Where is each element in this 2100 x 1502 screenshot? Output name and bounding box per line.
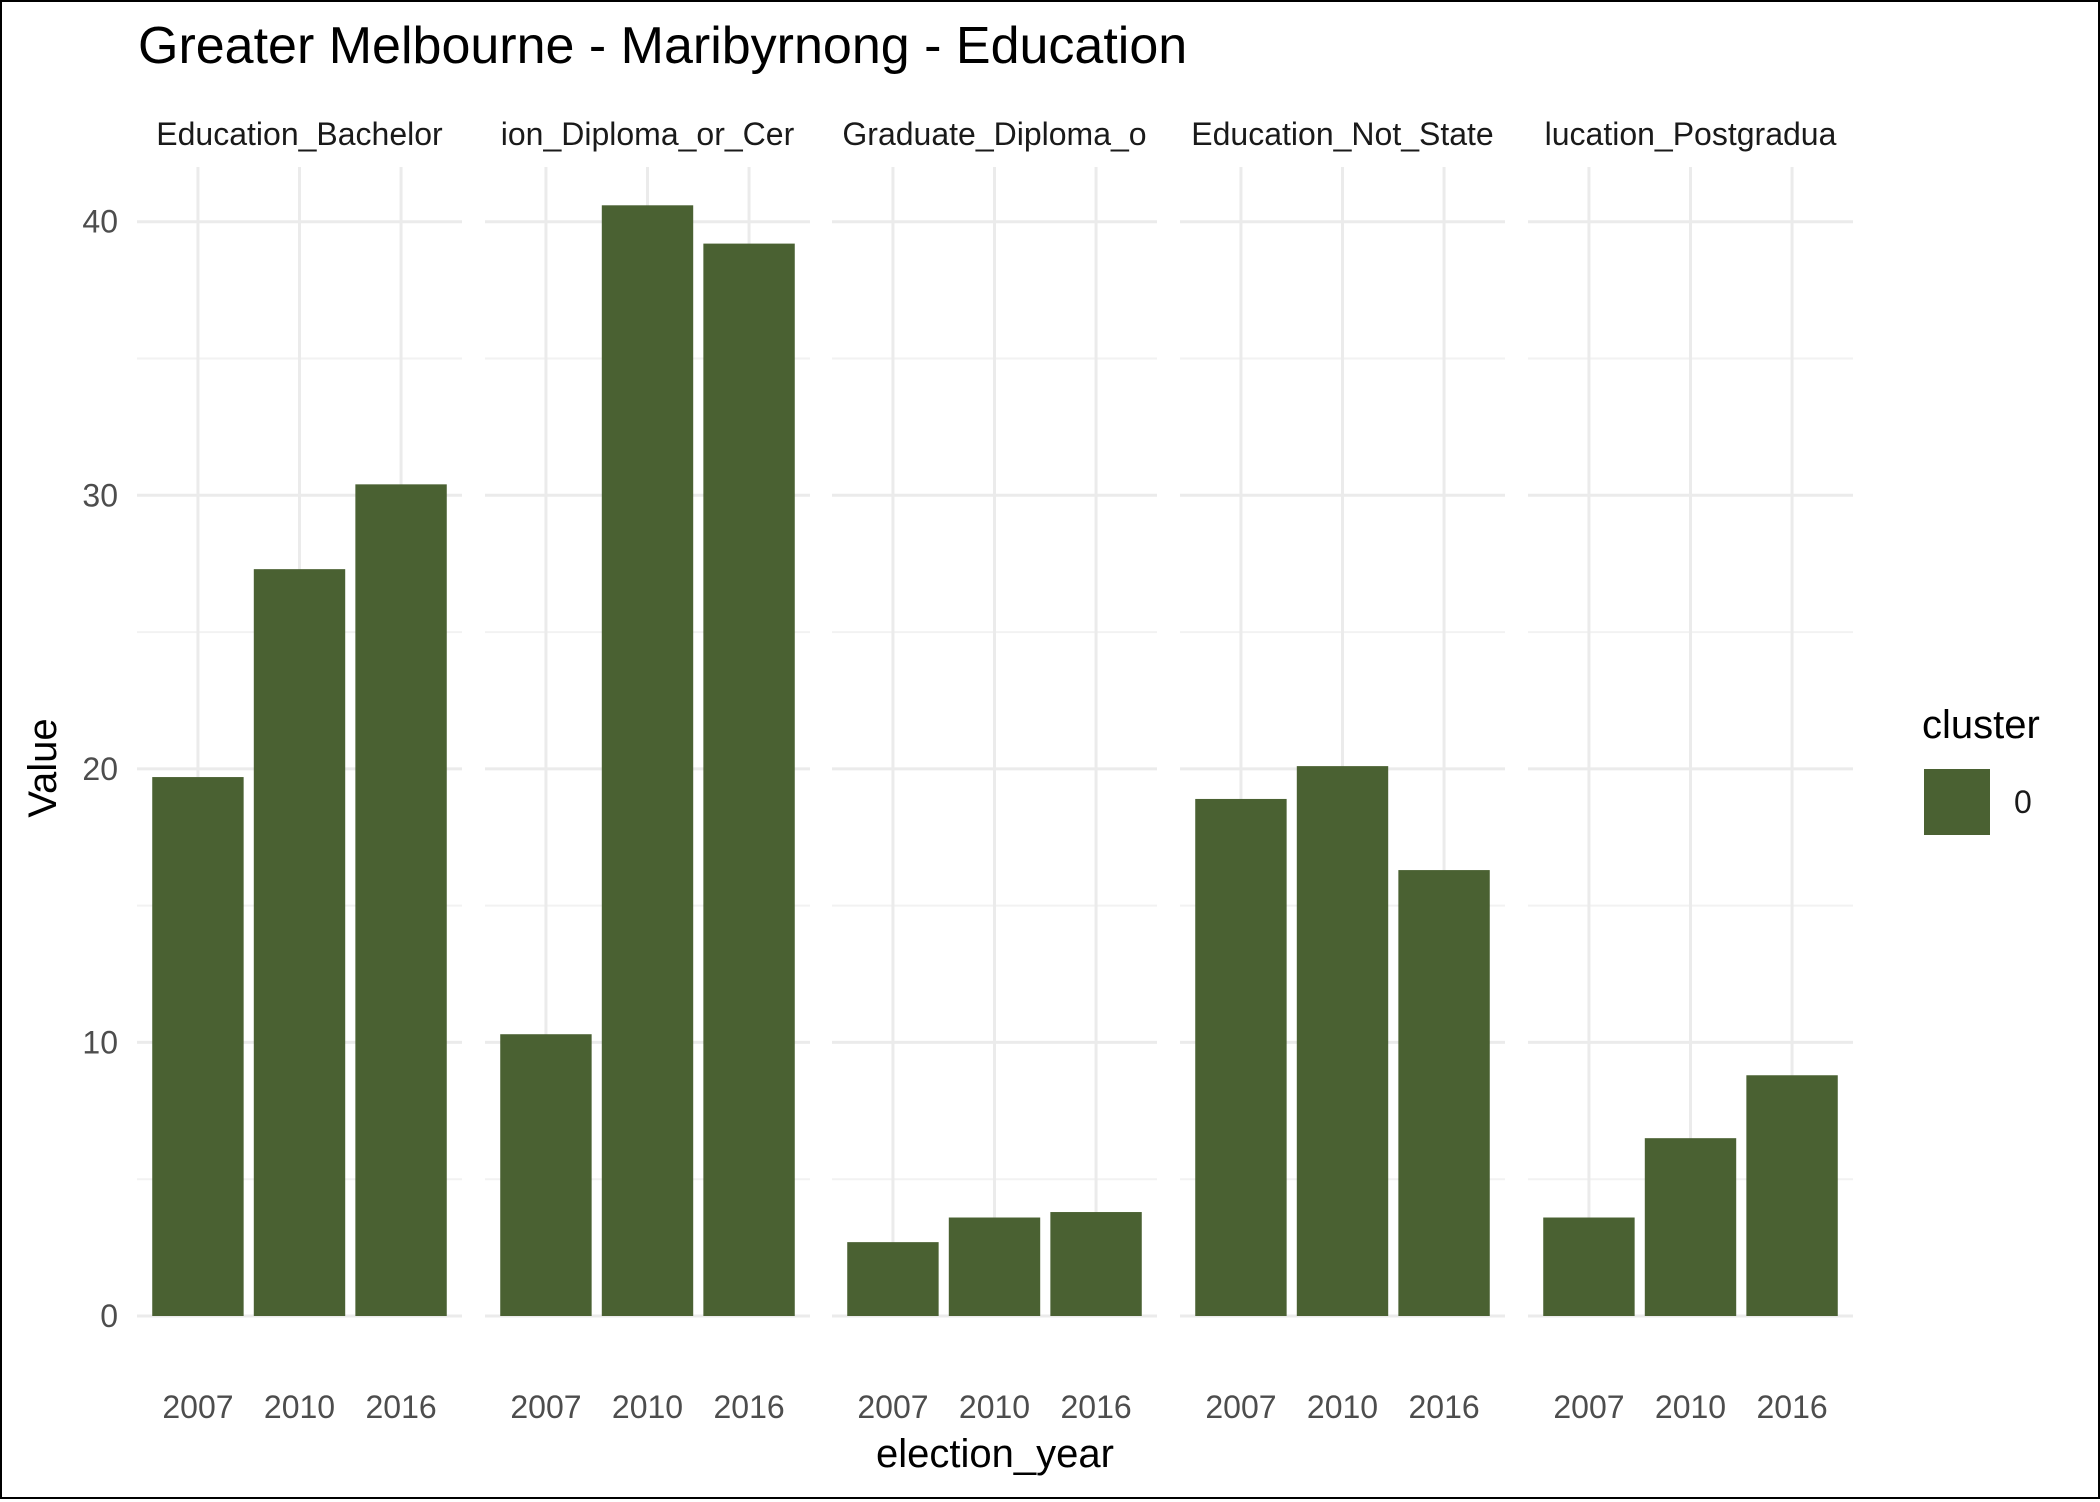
bar xyxy=(1195,798,1287,1316)
y-tick-label: 10 xyxy=(82,1024,118,1060)
bar-layer xyxy=(152,205,1838,1317)
legend: cluster 0 xyxy=(1922,703,2040,835)
bar xyxy=(703,243,795,1317)
bar xyxy=(1050,1212,1142,1316)
x-tick-label: 2016 xyxy=(1060,1389,1131,1425)
bar xyxy=(152,777,244,1316)
legend-label-0: 0 xyxy=(2014,784,2032,820)
bar xyxy=(500,1034,592,1316)
x-tick-label: 2010 xyxy=(264,1389,335,1425)
bar xyxy=(1644,1138,1737,1316)
bar xyxy=(1543,1217,1635,1316)
x-tick-label: 2007 xyxy=(510,1389,581,1425)
y-tick-label: 20 xyxy=(82,751,118,787)
facet-strip-label: ion_Diploma_or_Cer xyxy=(501,116,795,152)
bar xyxy=(847,1242,939,1316)
bar xyxy=(948,1217,1041,1316)
y-tick-label: 30 xyxy=(82,477,118,513)
x-tick-label: 2010 xyxy=(612,1389,683,1425)
bar xyxy=(355,484,447,1316)
x-tick-label: 2007 xyxy=(1205,1389,1276,1425)
chart-title: Greater Melbourne - Maribyrnong - Educat… xyxy=(138,17,1187,75)
x-tick-label: 2016 xyxy=(1756,1389,1827,1425)
x-tick-label: 2016 xyxy=(713,1389,784,1425)
bar xyxy=(253,569,346,1316)
x-axis-title: election_year xyxy=(876,1432,1114,1476)
facet-strip-label: Education_Not_State xyxy=(1191,116,1493,152)
bar xyxy=(601,205,694,1316)
facet-strip-label: Education_Bachelor xyxy=(156,116,443,152)
x-tick-label: 2010 xyxy=(1307,1389,1378,1425)
legend-title: cluster xyxy=(1922,703,2040,747)
x-tick-label: 2010 xyxy=(1655,1389,1726,1425)
bar xyxy=(1746,1075,1838,1316)
y-axis-title: Value xyxy=(21,718,65,817)
x-tick-label: 2010 xyxy=(959,1389,1030,1425)
x-tick-label: 2016 xyxy=(1408,1389,1479,1425)
bar xyxy=(1398,870,1490,1316)
x-tick-label: 2016 xyxy=(365,1389,436,1425)
y-tick-label: 40 xyxy=(82,204,118,240)
x-tick-label: 2007 xyxy=(1553,1389,1624,1425)
facet-strip-label: Graduate_Diploma_o xyxy=(842,116,1146,152)
y-tick-label: 0 xyxy=(100,1298,118,1334)
facet-strip-label: lucation_Postgradua xyxy=(1545,116,1837,152)
bar xyxy=(1296,766,1389,1316)
x-tick-label: 2007 xyxy=(857,1389,928,1425)
x-tick-label: 2007 xyxy=(162,1389,233,1425)
legend-key-0 xyxy=(1924,769,1990,835)
